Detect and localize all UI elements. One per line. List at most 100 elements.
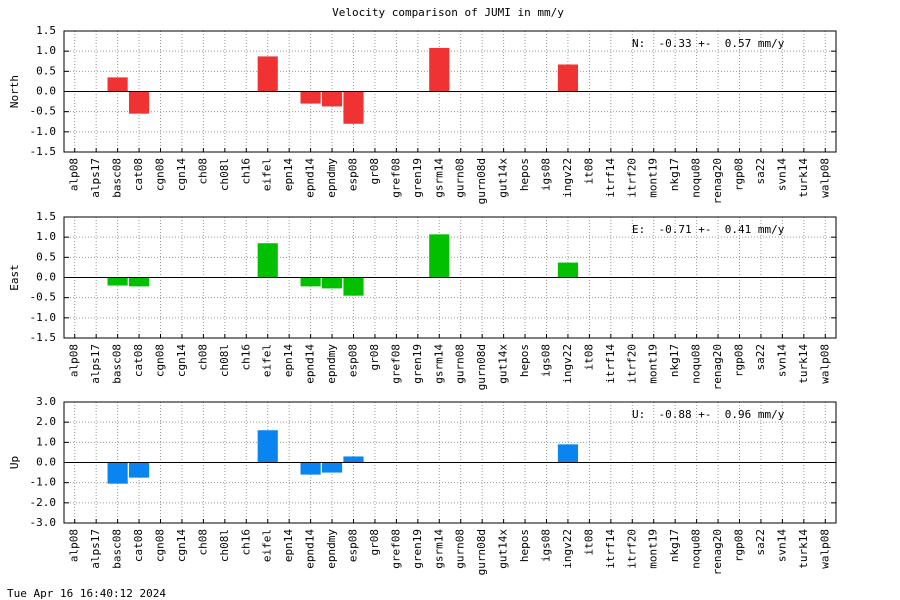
- x-tick-label: itrf14: [604, 158, 617, 198]
- x-tick-label: igs08: [540, 529, 553, 562]
- bar: [300, 277, 321, 287]
- x-tick-label: mont19: [647, 344, 660, 384]
- x-tick-label: svn14: [775, 158, 788, 191]
- y-tick-label: 1.0: [36, 435, 56, 448]
- x-tick-label: rgp08: [733, 158, 746, 191]
- x-tick-label: mont19: [647, 158, 660, 198]
- x-tick-label: ch16: [239, 344, 252, 371]
- x-tick-label: gsrm14: [432, 344, 445, 384]
- x-tick-label: noqu08: [690, 158, 703, 198]
- bar: [343, 91, 364, 124]
- x-tick-label: gref08: [389, 158, 402, 198]
- x-tick-label: walp08: [818, 529, 831, 569]
- annotation: E: -0.71 +- 0.41 mm/y: [632, 223, 785, 236]
- bar: [257, 56, 278, 92]
- bar: [128, 91, 150, 114]
- x-tick-label: gsrm14: [432, 529, 445, 569]
- x-tick-label: epn14: [282, 529, 295, 562]
- x-tick-label: cgn08: [154, 344, 167, 377]
- x-tick-label: ch08l: [218, 158, 231, 191]
- x-tick-label: nkg17: [668, 529, 681, 562]
- x-tick-label: turk14: [797, 158, 810, 198]
- x-tick-label: gurn08: [454, 344, 467, 384]
- bar: [128, 277, 150, 287]
- x-tick-label: gut14x: [497, 529, 510, 569]
- x-tick-label: rgp08: [733, 529, 746, 562]
- y-tick-label: 1.5: [36, 210, 56, 223]
- x-tick-label: epndmy: [325, 529, 338, 569]
- x-tick-label: cgn14: [175, 529, 188, 562]
- x-tick-label: ingv22: [561, 158, 574, 198]
- annotation: U: -0.88 +- 0.96 mm/y: [632, 408, 785, 421]
- x-tick-label: itrf14: [604, 529, 617, 569]
- x-tick-label: nkg17: [668, 344, 681, 377]
- y-tick-label: 1.0: [36, 44, 56, 57]
- bar: [429, 234, 450, 278]
- bar: [343, 277, 364, 296]
- x-tick-label: gurn08: [454, 529, 467, 569]
- x-tick-label: esp08: [347, 529, 360, 562]
- x-tick-label: alp08: [68, 158, 81, 191]
- y-tick-label: 0.0: [36, 456, 56, 469]
- bar: [321, 277, 343, 289]
- bar: [321, 462, 343, 473]
- bar: [557, 262, 579, 278]
- x-tick-label: ch08l: [218, 344, 231, 377]
- x-tick-label: it08: [582, 529, 595, 556]
- x-tick-label: walp08: [818, 344, 831, 384]
- plot-frame: [63, 216, 837, 339]
- bar: [429, 47, 450, 92]
- y-tick-label: -3.0: [30, 516, 57, 529]
- x-tick-label: noqu08: [690, 529, 703, 569]
- bar: [557, 444, 579, 463]
- x-tick-label: ch16: [239, 158, 252, 185]
- x-tick-label: cgn14: [175, 344, 188, 377]
- y-axis-label: North: [8, 75, 21, 108]
- x-tick-label: itrf20: [625, 158, 638, 198]
- bar: [257, 243, 278, 278]
- x-tick-label: cat08: [132, 158, 145, 191]
- y-tick-label: 1.0: [36, 230, 56, 243]
- x-tick-label: basc08: [111, 529, 124, 569]
- x-tick-label: gurn08d: [475, 344, 488, 390]
- x-tick-label: rgp08: [733, 344, 746, 377]
- x-tick-label: cgn14: [175, 158, 188, 191]
- x-tick-label: gren19: [411, 158, 424, 198]
- bar: [300, 91, 321, 104]
- x-tick-label: epndmy: [325, 158, 338, 198]
- plot-frame: [63, 401, 837, 524]
- x-tick-label: noqu08: [690, 344, 703, 384]
- y-tick-label: -1.0: [30, 125, 57, 138]
- x-tick-label: cgn08: [154, 158, 167, 191]
- x-tick-label: gr08: [368, 529, 381, 556]
- x-tick-label: sa22: [754, 344, 767, 371]
- x-tick-label: nkg17: [668, 158, 681, 191]
- x-tick-label: epn14: [282, 344, 295, 377]
- bar: [343, 456, 364, 463]
- y-tick-label: -1.5: [30, 331, 57, 344]
- x-tick-label: renag20: [711, 344, 724, 390]
- x-tick-label: it08: [582, 158, 595, 185]
- x-tick-label: sa22: [754, 158, 767, 185]
- x-tick-label: epnd14: [304, 529, 317, 569]
- x-tick-label: gurn08d: [475, 158, 488, 204]
- x-tick-label: ch08l: [218, 529, 231, 562]
- x-tick-label: epn14: [282, 158, 295, 191]
- x-tick-label: itrf20: [625, 344, 638, 384]
- bar: [557, 64, 579, 92]
- y-tick-label: -0.5: [30, 291, 57, 304]
- bar: [107, 277, 128, 286]
- plot-frame: [63, 30, 837, 153]
- x-tick-label: epnd14: [304, 344, 317, 384]
- x-tick-label: turk14: [797, 529, 810, 569]
- x-tick-label: alps17: [89, 158, 102, 198]
- x-tick-label: esp08: [347, 158, 360, 191]
- x-tick-label: hepos: [518, 158, 531, 191]
- x-tick-label: ingv22: [561, 529, 574, 569]
- x-tick-label: renag20: [711, 529, 724, 575]
- x-tick-label: mont19: [647, 529, 660, 569]
- x-tick-label: svn14: [775, 344, 788, 377]
- y-tick-label: 1.5: [36, 24, 56, 37]
- y-tick-label: 0.5: [36, 64, 56, 77]
